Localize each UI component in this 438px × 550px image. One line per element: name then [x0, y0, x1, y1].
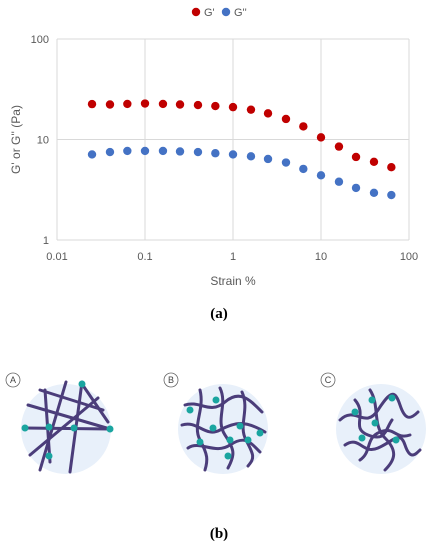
g-prime-point [87, 99, 97, 109]
x-tick-label: 10 [315, 251, 327, 263]
x-tick-label: 1 [230, 251, 236, 263]
g-prime-point [281, 114, 291, 124]
y-axis-title: G' or G'' (Pa) [9, 105, 23, 174]
g-prime-point [351, 152, 361, 162]
legend-marker [221, 7, 231, 17]
panel-c-badge [320, 372, 336, 388]
panel-a-badge [5, 372, 21, 388]
panel-c-crosslinks [351, 394, 400, 444]
g-double-prime-point [140, 146, 150, 156]
g-double-prime-point [193, 147, 203, 157]
g-double-prime-point [316, 171, 326, 180]
y-tick-label: 10 [37, 135, 49, 147]
g-prime-point [387, 163, 396, 172]
g-prime-point [246, 105, 256, 114]
g-double-prime-point [246, 152, 256, 161]
g-double-prime-point [387, 190, 396, 200]
g-double-prime-point [123, 146, 132, 156]
y-tick-label: 100 [31, 34, 49, 46]
y-tick-label: 1 [43, 235, 49, 247]
g-prime-point [123, 99, 132, 109]
g-double-prime-point [299, 164, 308, 174]
legend-label: G' [204, 7, 215, 19]
panel-a-crosslinks [21, 380, 114, 460]
g-double-prime-point [334, 177, 344, 186]
network-diagram: A B [5, 372, 426, 474]
g-prime-point [263, 109, 273, 118]
chart-gridlines [56, 38, 410, 241]
chart-legend: G' G'' [191, 7, 247, 19]
g-prime-point [211, 101, 220, 111]
panel-a: A [5, 372, 114, 474]
g-double-prime-point [158, 146, 168, 156]
g-double-prime-point [87, 150, 97, 159]
panel-a-letter: A [10, 375, 16, 385]
x-axis-title: Strain % [210, 274, 256, 288]
chart-marks [87, 99, 396, 200]
g-prime-point [316, 133, 326, 142]
g-prime-point [140, 99, 150, 108]
chart-tick-labels: 0.01 0.1 1 10 100 1 10 100 [31, 34, 419, 263]
g-prime-point [158, 99, 168, 109]
g-prime-point [105, 100, 115, 109]
g-double-prime-point [351, 183, 361, 193]
panel-b-crosslinks [186, 396, 264, 460]
g-double-prime-point [263, 154, 273, 164]
g-prime-point [369, 157, 379, 166]
legend-marker [191, 7, 201, 17]
g-prime-point [193, 100, 203, 110]
g-prime-point [175, 100, 185, 109]
g-prime-point [299, 122, 308, 131]
g-prime-point [228, 102, 238, 112]
g-double-prime-point [211, 149, 220, 158]
panel-b-badge [163, 372, 179, 388]
caption-b: (b) [209, 526, 229, 542]
rheology-chart: G' G'' 0.01 0.1 1 10 100 1 10 100 Strain % G' or… [9, 7, 419, 288]
panel-b-letter: B [168, 375, 174, 385]
caption-a: (a) [210, 306, 228, 322]
x-tick-label: 100 [400, 251, 418, 263]
x-tick-label: 0.1 [137, 251, 152, 263]
g-double-prime-point [281, 158, 291, 167]
legend-label: G'' [234, 7, 247, 19]
x-tick-label: 0.01 [46, 251, 67, 263]
g-double-prime-point [369, 188, 379, 197]
g-double-prime-point [228, 150, 238, 159]
g-prime-point [334, 142, 344, 151]
panel-b: B [163, 372, 268, 474]
panel-c-letter: C [325, 375, 332, 385]
g-double-prime-point [175, 147, 185, 156]
panel-c: C [320, 372, 426, 474]
panel-c-disc [336, 384, 426, 474]
g-double-prime-point [105, 147, 115, 157]
